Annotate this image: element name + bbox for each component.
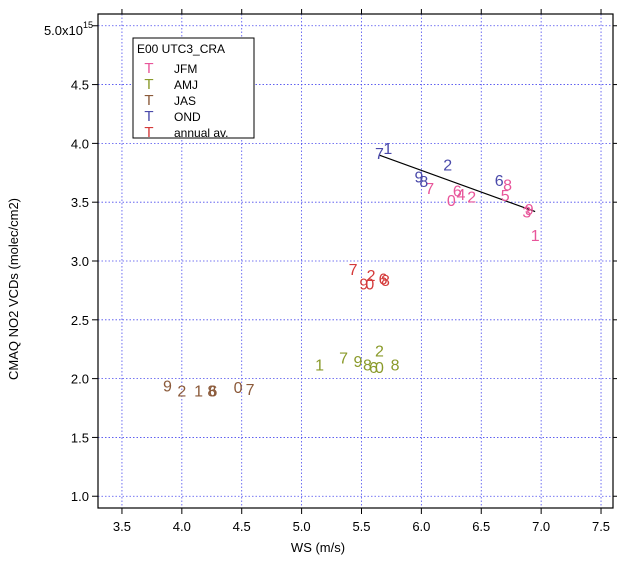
- data-point: 6: [495, 173, 504, 190]
- x-tick-label: 3.5: [113, 519, 131, 534]
- legend-marker: T: [144, 76, 153, 93]
- data-point: 2: [467, 189, 476, 206]
- x-tick-label: 7.0: [532, 519, 550, 534]
- axis-ticks: 3.5 4.0 4.5 5.0 5.5 6.0 6.5 7.0 7.5 1.0 1.5 2.0 2.5 3…: [44, 9, 617, 534]
- data-point: 5: [501, 188, 510, 205]
- data-point: 2: [367, 268, 376, 285]
- x-tick-label: 6.5: [472, 519, 490, 534]
- data-point: 9: [353, 354, 362, 371]
- x-tick-label: 5.0: [293, 519, 311, 534]
- data-point: 1: [531, 228, 540, 245]
- y-axis-label: CMAQ NO2 VCDs (molec/cm2): [6, 198, 21, 380]
- data-point: 8: [381, 273, 390, 290]
- data-point: 0: [365, 276, 374, 293]
- data-point: 1: [194, 383, 203, 400]
- data-point: 9: [525, 202, 534, 219]
- data-point: 4: [456, 187, 465, 204]
- legend-box: [132, 37, 255, 139]
- data-point: 6: [379, 272, 388, 289]
- legend-label: AMJ: [174, 78, 198, 92]
- legend-label: JFM: [174, 62, 197, 76]
- data-point: 8: [391, 358, 400, 375]
- y-tick-label: 1.5: [71, 430, 89, 445]
- y-tick-label: 3.5: [71, 195, 89, 210]
- data-point: 7: [246, 382, 255, 399]
- legend-marker: T: [144, 108, 153, 125]
- data-point: 8: [363, 358, 372, 375]
- data-point: 9: [359, 276, 368, 293]
- data-point: 7: [425, 181, 434, 198]
- data-point: 6: [453, 183, 462, 200]
- data-point: 8: [207, 383, 216, 400]
- legend-marker: T: [144, 124, 153, 141]
- data-point: 1: [383, 141, 392, 158]
- legend-marker: T: [144, 60, 153, 77]
- data-point: 1: [315, 358, 324, 375]
- y-tick-label: 1.0: [71, 489, 89, 504]
- x-tick-label: 4.5: [233, 519, 251, 534]
- y-tick-label: 3.0: [71, 254, 89, 269]
- x-tick-label: 7.5: [592, 519, 610, 534]
- x-tick-label: 4.0: [173, 519, 191, 534]
- fit-line: [379, 154, 536, 213]
- legend-label: annual av.: [174, 126, 229, 140]
- y-tick-label: 2.5: [71, 313, 89, 328]
- data-point: 2: [375, 343, 384, 360]
- fit-line-layer: [379, 154, 536, 213]
- data-point: 7: [349, 262, 358, 279]
- data-point: 2: [443, 158, 452, 175]
- data-point: 0: [375, 360, 384, 377]
- y-tick-label: 2.0: [71, 372, 89, 387]
- legend: E00 UTC3_CRA T JFM T AMJ T JAS T OND T annual av.: [132, 37, 255, 141]
- data-point: 6: [369, 360, 378, 377]
- data-point: 9: [415, 169, 424, 186]
- legend-title: E00 UTC3_CRA: [137, 42, 225, 56]
- data-point: 9: [163, 379, 172, 396]
- data-point: 2: [177, 383, 186, 400]
- x-tick-label: 5.5: [352, 519, 370, 534]
- data-point: 8: [503, 178, 512, 195]
- legend-label: JAS: [174, 94, 196, 108]
- data-point: 3: [522, 205, 531, 222]
- data-point: 0: [447, 193, 456, 210]
- y-tick-label: 4.0: [71, 136, 89, 151]
- legend-marker: T: [144, 92, 153, 109]
- data-point: 7: [339, 350, 348, 367]
- legend-label: OND: [174, 110, 201, 124]
- data-point: 0: [234, 380, 243, 397]
- x-tick-label: 6.0: [412, 519, 430, 534]
- y-tick-label: 5.0x1015: [44, 20, 93, 38]
- y-tick-label: 4.5: [71, 78, 89, 93]
- data-point: 7: [375, 146, 384, 163]
- data-point: 8: [419, 174, 428, 191]
- data-point: 6: [209, 383, 218, 400]
- y-exponent: 15: [83, 20, 93, 30]
- x-axis-label: WS (m/s): [291, 540, 345, 555]
- legend-items: T JFM T AMJ T JAS T OND T annual av.: [144, 60, 228, 141]
